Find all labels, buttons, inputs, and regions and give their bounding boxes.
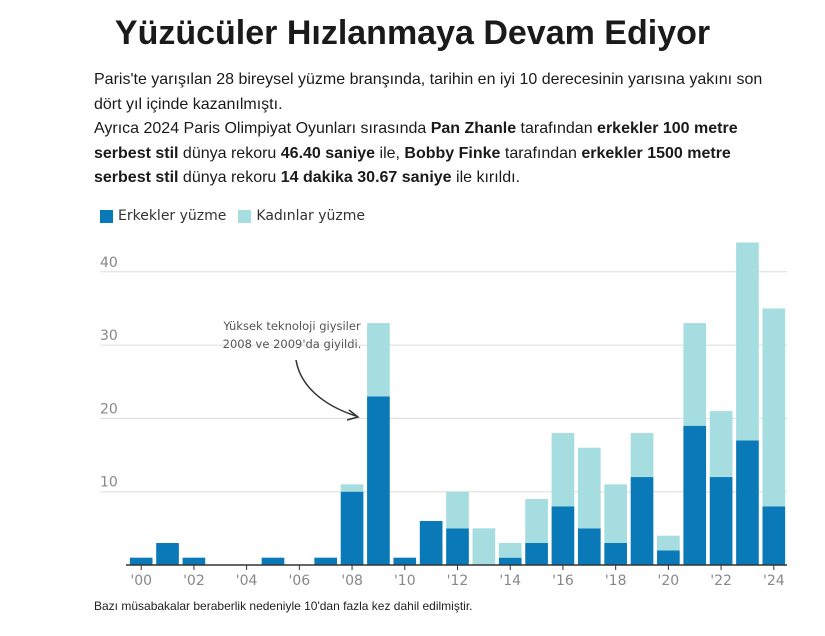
x-tick-label: '22 xyxy=(710,573,732,589)
bar-women xyxy=(551,433,575,507)
bar-women xyxy=(577,447,601,529)
intro-text-segment: Ayrıca 2024 Paris Olimpiyat Oyunları sır… xyxy=(94,120,431,137)
intro-paragraph-1: Paris'te yarışılan 28 bireysel yüzme bra… xyxy=(94,71,763,113)
bar-women xyxy=(630,433,654,478)
bar-women xyxy=(472,528,496,565)
annotation: Yüksek teknoloji giysiler 2008 ve 2009'd… xyxy=(222,319,362,421)
intro-text-segment: dünya rekoru xyxy=(178,169,281,186)
bar-men xyxy=(393,557,417,565)
bar-men xyxy=(630,477,654,565)
bar-men xyxy=(604,543,627,565)
x-tick-label: '14 xyxy=(499,573,521,589)
intro-bold-event: erkekler 1500 metre serbest stil xyxy=(94,144,731,187)
footnote: Bazı müsabakalar beraberlik nedeniyle 10… xyxy=(94,599,473,613)
legend-swatch-women xyxy=(238,209,252,223)
x-tick-label: '12 xyxy=(447,573,469,589)
intro-text-segment: tarafından xyxy=(500,144,582,162)
bar-women xyxy=(340,484,364,492)
bar-men xyxy=(129,557,153,565)
bar-men xyxy=(736,440,759,565)
bar-men xyxy=(367,396,390,565)
y-tick-label: 40 xyxy=(100,255,118,271)
bar-women xyxy=(525,499,548,544)
bar-women xyxy=(367,323,390,397)
grid-lines: 10 20 30 40 xyxy=(100,255,787,493)
x-tick-label: '04 xyxy=(236,573,258,589)
bar-women xyxy=(498,543,522,558)
y-tick-label: 20 xyxy=(100,401,118,417)
bar-women xyxy=(446,491,469,529)
x-tick-label: '06 xyxy=(289,573,311,589)
x-tick-label: '24 xyxy=(763,573,785,589)
intro-text-segment: ile kırıldı. xyxy=(451,169,521,186)
chart-legend: Erkekler yüzme Kadınlar yüzme xyxy=(100,208,377,224)
legend-item-men: Erkekler yüzme xyxy=(100,208,226,224)
bar-men xyxy=(657,550,680,565)
bar-men xyxy=(525,543,548,565)
bar-men xyxy=(498,557,522,565)
y-tick-label: 10 xyxy=(100,475,118,491)
chart-title: Yüzücüler Hızlanmaya Devam Ediyor xyxy=(114,14,711,52)
bar-women xyxy=(604,484,627,544)
bar-men xyxy=(261,557,285,565)
intro-text-segment: dünya rekoru xyxy=(178,144,281,162)
bar-men xyxy=(182,557,206,565)
intro-text-segment: ile, xyxy=(375,144,405,162)
bar-women xyxy=(709,411,733,478)
x-tick-label: '00 xyxy=(130,573,152,589)
x-tick-label: '10 xyxy=(394,573,416,589)
annotation-arrowhead xyxy=(346,409,360,421)
intro-bold-time: 46.40 saniye xyxy=(280,144,376,162)
y-tick-label: 30 xyxy=(100,328,118,344)
intro-text: Paris'te yarışılan 28 bireysel yüzme bra… xyxy=(94,68,784,191)
legend-item-women: Kadınlar yüzme xyxy=(238,208,365,224)
bar-men xyxy=(340,491,364,565)
axes: '00 '02 '04 '06 '08 '10 '12 '14 '16 '18 '20 '22 '24 xyxy=(126,564,787,589)
legend-swatch-men xyxy=(100,209,113,223)
x-tick-label: '18 xyxy=(605,573,627,589)
bar-women xyxy=(683,323,707,426)
x-tick-label: '02 xyxy=(183,573,205,589)
bar-men xyxy=(419,521,443,565)
bar-men xyxy=(551,506,575,565)
bar-men xyxy=(577,528,601,565)
x-tick-label: '16 xyxy=(552,573,574,589)
bar-women xyxy=(657,535,680,551)
annotation-arrow xyxy=(295,359,357,417)
bar-women xyxy=(762,308,786,507)
bar-women xyxy=(736,242,759,441)
intro-bold-name: Pan Zhanle xyxy=(430,120,517,137)
bar-men xyxy=(709,477,733,565)
legend-label-women: Kadınlar yüzme xyxy=(256,208,366,224)
bar-men xyxy=(762,506,786,565)
intro-bold-name: Bobby Finke xyxy=(404,144,501,162)
intro-paragraph-2: Ayrıca 2024 Paris Olimpiyat Oyunları sır… xyxy=(94,117,784,191)
intro-bold-time: 14 dakika 30.67 saniye xyxy=(280,169,452,186)
intro-bold-event: erkekler 100 metre serbest stil xyxy=(94,120,738,162)
x-tick-label: '20 xyxy=(658,573,680,589)
bar-men xyxy=(156,543,179,565)
legend-label-men: Erkekler yüzme xyxy=(118,208,227,224)
bar-men xyxy=(446,528,469,565)
bar-men xyxy=(683,425,707,565)
x-tick-label: '08 xyxy=(341,573,363,589)
intro-text-segment: tarafından xyxy=(516,120,598,137)
bars xyxy=(129,242,786,565)
annotation-line-2: 2008 ve 2009'da giyildi. xyxy=(223,337,362,351)
bar-men xyxy=(314,557,338,565)
annotation-line-1: Yüksek teknoloji giysiler xyxy=(222,319,361,333)
